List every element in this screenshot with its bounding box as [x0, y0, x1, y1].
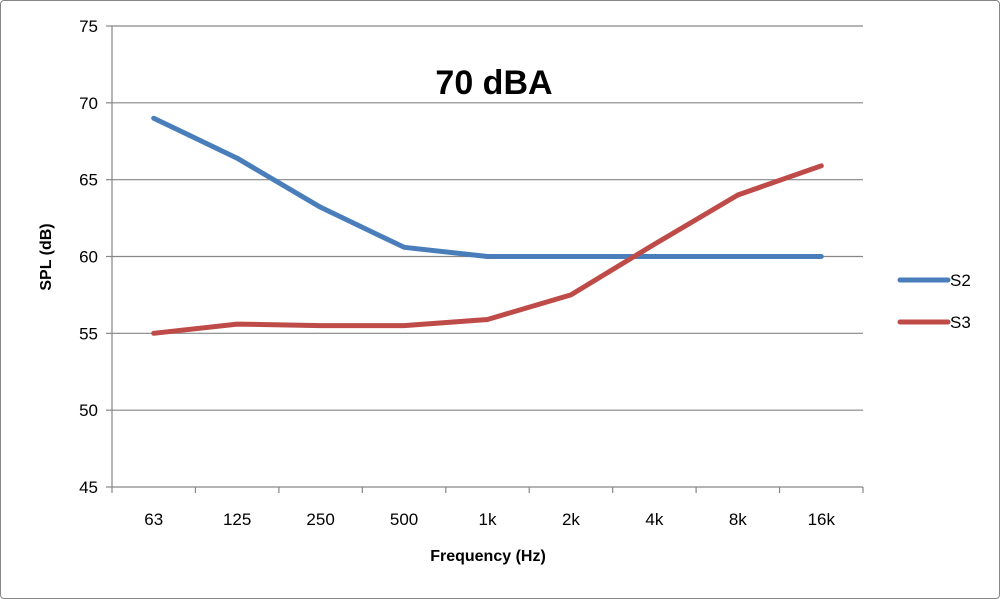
- chart-title: 70 dBA: [435, 64, 552, 102]
- x-tick-label: 1k: [479, 510, 497, 529]
- y-tick-label: 65: [79, 171, 98, 190]
- series-line-s3: [151, 163, 824, 336]
- axes: [106, 25, 864, 493]
- y-tick-label: 45: [79, 478, 98, 497]
- gridlines: [112, 25, 863, 411]
- legend-label: S2: [950, 271, 971, 290]
- y-tick-label: 55: [79, 324, 98, 343]
- y-tick-label: 60: [79, 248, 98, 267]
- y-tick-labels: 45 50 55 60 65 70 75: [79, 17, 98, 497]
- x-tick-label: 125: [223, 510, 251, 529]
- x-tick-label: 63: [144, 510, 163, 529]
- x-tick-labels: 63 125 250 500 1k 2k 4k 8k 16k: [144, 510, 835, 529]
- y-tick-label: 70: [79, 94, 98, 113]
- y-axis-label: SPL (dB): [38, 223, 55, 290]
- x-tick-label: 2k: [562, 510, 580, 529]
- legend-label: S3: [950, 313, 971, 332]
- x-axis-label: Frequency (Hz): [430, 548, 546, 565]
- x-tick-label: 8k: [729, 510, 747, 529]
- legend: S2 S3: [897, 271, 971, 332]
- y-tick-label: 75: [79, 17, 98, 36]
- y-tick-label: 50: [79, 401, 98, 420]
- x-tick-label: 500: [390, 510, 418, 529]
- series-lines: [151, 115, 824, 336]
- x-tick-label: 4k: [645, 510, 663, 529]
- x-tick-label: 16k: [808, 510, 836, 529]
- x-tick-label: 250: [306, 510, 334, 529]
- series-line-s2: [151, 115, 824, 259]
